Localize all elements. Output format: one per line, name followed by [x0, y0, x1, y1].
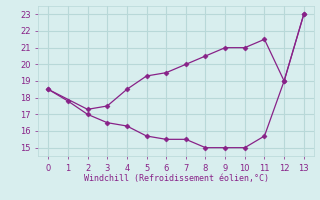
X-axis label: Windchill (Refroidissement éolien,°C): Windchill (Refroidissement éolien,°C)	[84, 174, 268, 183]
